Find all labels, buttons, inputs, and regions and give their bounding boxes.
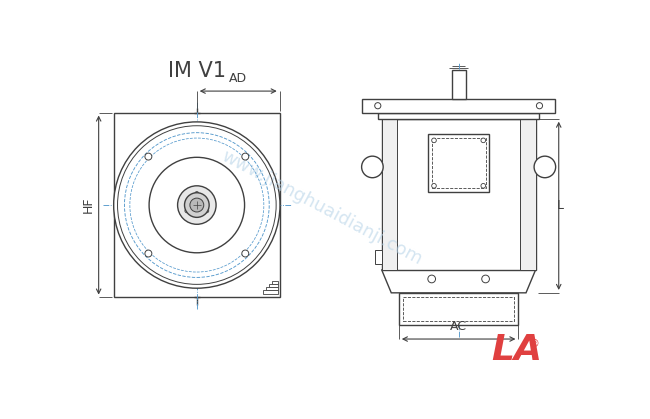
Circle shape xyxy=(481,184,486,188)
Text: AC: AC xyxy=(450,320,467,333)
Polygon shape xyxy=(520,119,536,270)
Circle shape xyxy=(177,186,216,224)
Circle shape xyxy=(185,193,209,217)
Circle shape xyxy=(242,153,249,160)
Bar xyxy=(376,250,382,264)
Bar xyxy=(266,287,278,290)
Text: HF: HF xyxy=(82,197,95,213)
Circle shape xyxy=(361,156,384,178)
Circle shape xyxy=(149,157,244,253)
Bar xyxy=(432,138,486,188)
Bar xyxy=(363,99,555,113)
Circle shape xyxy=(190,198,203,212)
Circle shape xyxy=(114,122,280,288)
Bar xyxy=(399,293,518,325)
Circle shape xyxy=(185,209,188,213)
Text: AD: AD xyxy=(229,72,247,85)
Text: LA: LA xyxy=(491,333,542,367)
Bar xyxy=(428,134,489,192)
Circle shape xyxy=(536,103,543,109)
Circle shape xyxy=(432,184,436,188)
Bar xyxy=(114,113,280,297)
Bar xyxy=(269,284,278,287)
Polygon shape xyxy=(382,119,397,270)
Polygon shape xyxy=(382,270,536,293)
Bar xyxy=(382,119,536,270)
Bar xyxy=(272,280,278,284)
Bar xyxy=(263,290,278,294)
Circle shape xyxy=(428,275,436,283)
Circle shape xyxy=(534,156,556,178)
Circle shape xyxy=(145,250,152,257)
Circle shape xyxy=(205,209,209,213)
Text: IM V1: IM V1 xyxy=(168,61,226,81)
Bar xyxy=(452,70,465,99)
Circle shape xyxy=(242,250,249,257)
Circle shape xyxy=(481,138,486,143)
Circle shape xyxy=(145,153,152,160)
Circle shape xyxy=(432,138,436,143)
Text: ®: ® xyxy=(530,339,540,349)
Bar xyxy=(378,113,540,119)
Text: www.jianghuaidianji.com: www.jianghuaidianji.com xyxy=(218,147,425,268)
Text: L: L xyxy=(556,199,564,212)
Circle shape xyxy=(195,191,199,195)
Circle shape xyxy=(374,103,381,109)
Bar xyxy=(403,297,514,321)
Circle shape xyxy=(482,275,489,283)
